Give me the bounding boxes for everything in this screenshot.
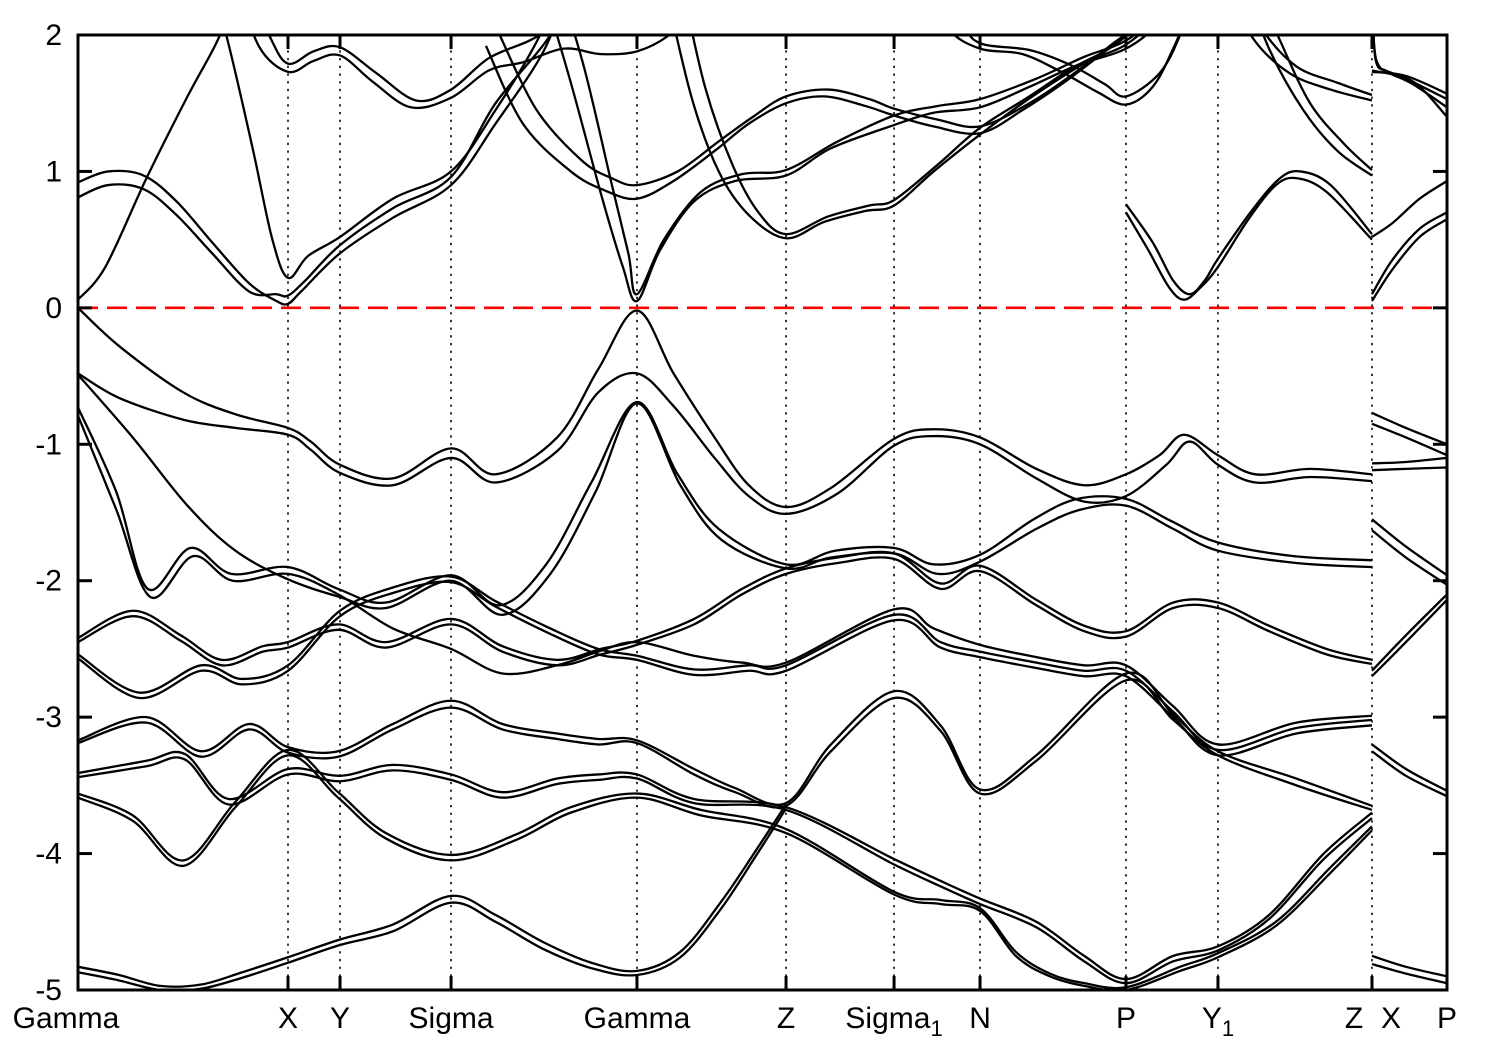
band-curve-v3 xyxy=(78,373,1373,616)
plot-frame xyxy=(76,33,1449,992)
band-curve-vt4 xyxy=(78,750,1373,981)
band-curve-c5 xyxy=(675,35,1141,240)
band-curve-c6 xyxy=(952,35,1181,106)
band-curve-vt1b xyxy=(78,556,1373,667)
kpoint-label: Z xyxy=(777,1002,795,1035)
kpoint-label: Gamma xyxy=(13,1002,120,1035)
y-axis-tick-label: -5 xyxy=(35,974,62,1007)
band-curve-c7b xyxy=(1125,169,1373,296)
band-curve-r2 xyxy=(1371,69,1447,118)
band-curve-r9 xyxy=(1371,422,1447,457)
kpoint-label: X xyxy=(1381,1002,1401,1035)
band-curve-r12 xyxy=(1371,518,1447,577)
y-axis-tick-label: -2 xyxy=(35,565,62,598)
y-axis-tick-label: -4 xyxy=(35,838,62,871)
band-curve-r0 xyxy=(1372,35,1447,101)
band-curve-r5 xyxy=(1371,180,1447,238)
band-curve-c9b xyxy=(78,35,552,298)
kpoint-label: Gamma xyxy=(584,1002,691,1035)
band-curve-v1 xyxy=(78,307,1373,509)
band-curve-c11 xyxy=(1262,35,1373,177)
band-curve-c10 xyxy=(484,35,1128,201)
band-curve-r6 xyxy=(1370,211,1447,295)
band-curve-r19 xyxy=(1371,962,1447,985)
band-curve-r17 xyxy=(1371,750,1447,798)
y-axis-tick-label: -3 xyxy=(35,701,62,734)
band-curve-vt5 xyxy=(78,748,1373,990)
band-curve-r14 xyxy=(1371,593,1447,672)
band-curve-c6b xyxy=(968,35,1182,98)
kpoint-label: Y xyxy=(330,1002,350,1035)
band-curve-r0b xyxy=(1372,35,1447,109)
band-curve-r13 xyxy=(1371,529,1447,586)
band-curve-r7 xyxy=(1371,218,1447,302)
y-axis-tick-label: -1 xyxy=(35,428,62,461)
band-curve-r10 xyxy=(1371,456,1447,465)
band-curve-c8b xyxy=(1264,35,1373,97)
band-curve-c7 xyxy=(1124,176,1373,301)
band-curve-vt3 xyxy=(78,671,1373,807)
band-curve-r15 xyxy=(1371,599,1447,678)
band-curve-c1 xyxy=(78,35,222,301)
band-curve-vt0 xyxy=(78,415,1373,746)
y-axis-tick-label: 1 xyxy=(45,155,62,188)
band-curve-vt2 xyxy=(78,575,1373,752)
kpoint-label: N xyxy=(969,1002,991,1035)
band-curve-c10b xyxy=(498,35,1127,187)
band-curve-c9 xyxy=(78,35,553,306)
band-curve-c2 xyxy=(252,35,672,110)
y-axis-tick-label: 0 xyxy=(45,292,62,325)
band-curve-vt3b xyxy=(78,678,1373,812)
band-curve-c2b xyxy=(267,35,544,103)
band-curve-r18 xyxy=(1371,954,1447,978)
kpoint-label: P xyxy=(1437,1002,1457,1035)
band-curve-r8 xyxy=(1371,411,1447,446)
band-curve-c3 xyxy=(225,35,542,280)
band-curve-c8 xyxy=(1249,35,1373,102)
y-axis-tick-label: 2 xyxy=(45,19,62,52)
kpoint-label: Z xyxy=(1345,1002,1363,1035)
band-curve-c11b xyxy=(1276,35,1373,171)
kpoint-label: X xyxy=(278,1002,298,1035)
band-curve-c4b xyxy=(573,35,1137,296)
band-curve-v3b xyxy=(78,400,1373,607)
kpoint-label: Sigma xyxy=(409,1002,494,1035)
kpoint-label: Sigma1 xyxy=(845,1002,942,1041)
band-curves xyxy=(78,35,1447,990)
kpoint-label: P xyxy=(1116,1002,1136,1035)
band-curve-vt1 xyxy=(78,550,1373,662)
kpoint-label: Y1 xyxy=(1202,1002,1234,1041)
band-curve-vt4b xyxy=(78,756,1373,985)
band-curve-r11 xyxy=(1371,466,1447,472)
band-curve-vb1 xyxy=(78,803,788,988)
band-curve-r16 xyxy=(1371,743,1447,792)
band-curve-vb1b xyxy=(78,807,788,990)
band-curve-v2 xyxy=(78,371,1373,516)
